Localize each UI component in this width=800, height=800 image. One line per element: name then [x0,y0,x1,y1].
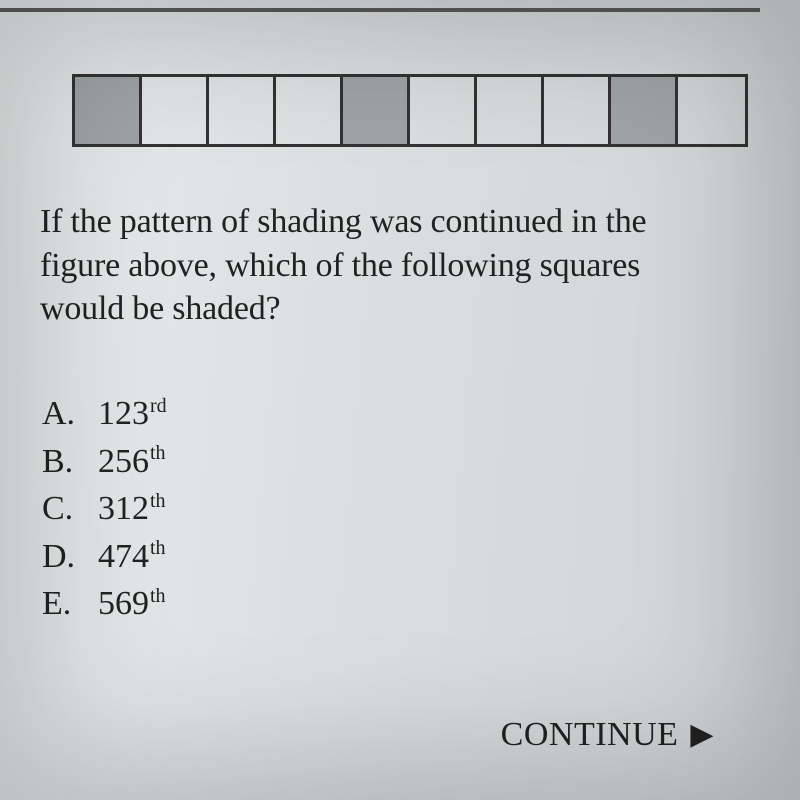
top-horizontal-rule [0,8,760,12]
choice-letter: A. [42,390,98,438]
choice-ordinal: th [150,537,166,559]
choice-ordinal: rd [150,395,167,417]
pattern-cell [276,77,343,144]
pattern-cell [142,77,209,144]
choice-value: 474th [98,533,166,581]
pattern-cell [410,77,477,144]
pattern-cell [343,77,410,144]
question-text: If the pattern of shading was continued … [40,200,680,331]
choice-letter: E. [42,580,98,628]
choice-value: 312th [98,485,166,533]
answer-choice[interactable]: D.474th [42,533,167,581]
continue-label: CONTINUE [501,716,679,754]
choice-letter: D. [42,533,98,581]
continue-button[interactable]: CONTINUE ▶ [501,716,714,754]
choice-ordinal: th [150,585,166,607]
answer-choices: A.123rdB.256thC.312thD.474thE.569th [42,390,167,628]
choice-ordinal: th [150,490,166,512]
pattern-cell [544,77,611,144]
choice-value: 569th [98,580,166,628]
choice-ordinal: th [150,442,166,464]
answer-choice[interactable]: C.312th [42,485,167,533]
pattern-cell [678,77,745,144]
choice-letter: B. [42,438,98,486]
choice-value: 256th [98,438,166,486]
page-surface: If the pattern of shading was continued … [0,0,800,800]
pattern-cell [611,77,678,144]
pattern-cell [209,77,276,144]
continue-arrow-icon: ▶ [690,720,714,750]
choice-value: 123rd [98,390,167,438]
pattern-cell [477,77,544,144]
answer-choice[interactable]: A.123rd [42,390,167,438]
answer-choice[interactable]: B.256th [42,438,167,486]
pattern-cell [75,77,142,144]
choice-letter: C. [42,485,98,533]
answer-choice[interactable]: E.569th [42,580,167,628]
pattern-grid [72,74,748,147]
